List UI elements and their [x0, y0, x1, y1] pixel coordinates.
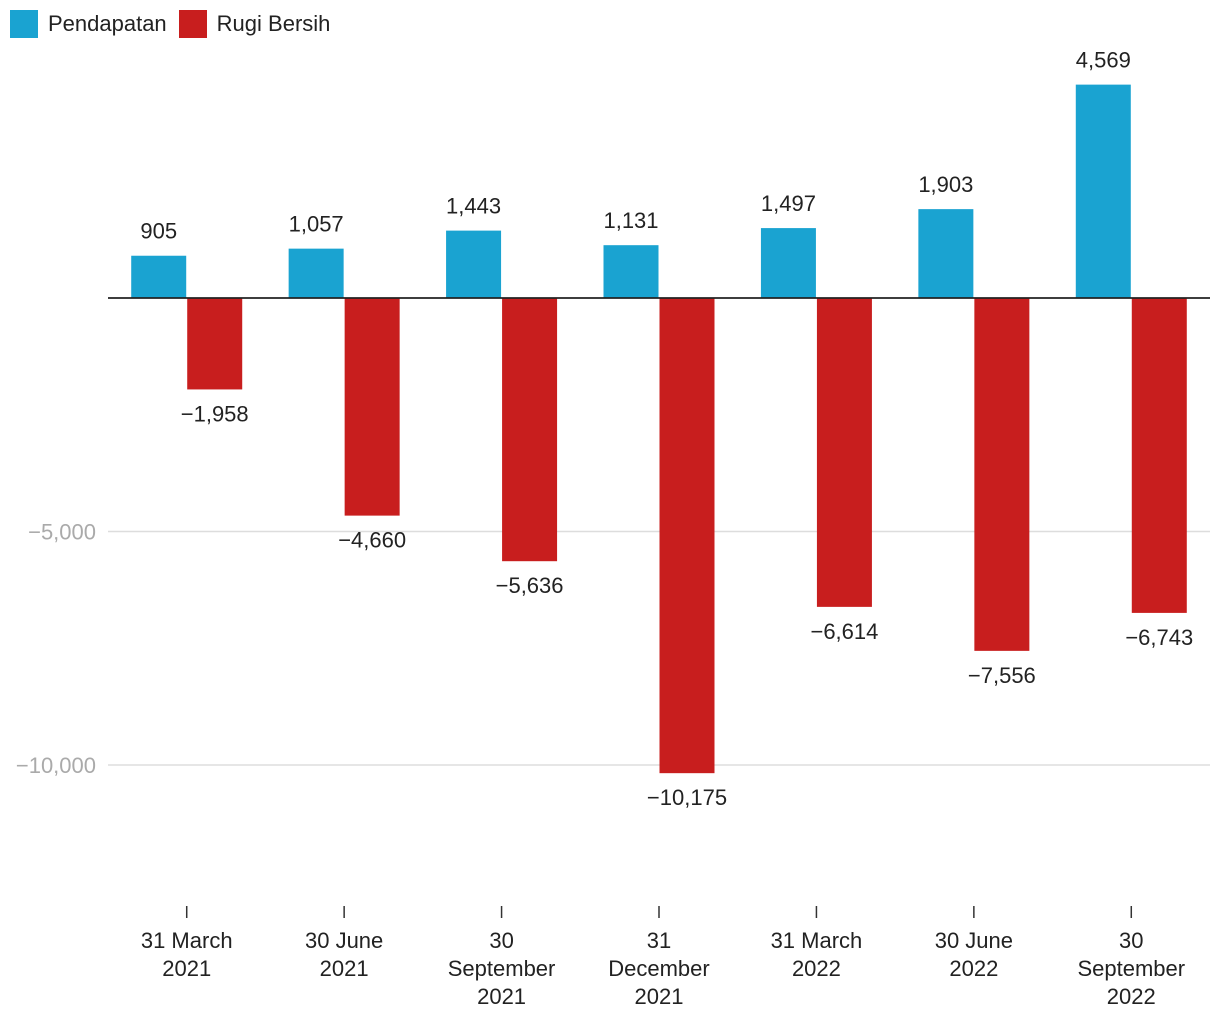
bar-rugi-bersih [974, 298, 1030, 651]
x-category-label: 2021 [320, 956, 369, 981]
data-label: 1,903 [918, 172, 973, 197]
data-label: 1,131 [603, 208, 658, 233]
legend-swatch-rugi-bersih [178, 10, 207, 38]
x-category-label: 2021 [635, 984, 684, 1009]
data-label: 1,057 [289, 212, 344, 237]
bar-pendapatan [918, 209, 974, 298]
bar-pendapatan [603, 245, 659, 298]
bar-rugi-bersih [816, 298, 872, 607]
data-label: 1,497 [761, 191, 816, 216]
bar-rugi-bersih [1131, 298, 1187, 613]
bar-rugi-bersih [187, 298, 243, 390]
legend-label-pendapatan: Pendapatan [48, 11, 167, 36]
data-label: −10,175 [647, 785, 727, 810]
bar-pendapatan [131, 255, 187, 298]
bar-rugi-bersih [659, 298, 715, 774]
bar-pendapatan [760, 228, 816, 298]
legend-label-rugi-bersih: Rugi Bersih [216, 11, 331, 36]
bar-rugi-bersih [502, 298, 558, 562]
bar-pendapatan [446, 230, 502, 298]
bar-rugi-bersih [344, 298, 400, 516]
data-label: 905 [140, 219, 177, 244]
x-category-label: 30 June [305, 928, 383, 953]
data-label: −4,660 [338, 528, 406, 553]
legend-swatch-pendapatan [10, 10, 38, 38]
legend-item-rugi-bersih[interactable]: Rugi Bersih [178, 10, 331, 38]
x-category-label: 2022 [949, 956, 998, 981]
x-category-label: 2021 [162, 956, 211, 981]
x-category-label: December [608, 956, 709, 981]
data-label: −6,743 [1125, 625, 1193, 650]
x-category-label: September [1077, 956, 1185, 981]
bar-pendapatan [1075, 84, 1131, 298]
data-label: −6,614 [810, 619, 878, 644]
x-category-label: 31 March [771, 928, 863, 953]
x-category-label: 2022 [792, 956, 841, 981]
data-label: 4,569 [1076, 48, 1131, 73]
x-category-label: 2021 [477, 984, 526, 1009]
data-label: −7,556 [968, 663, 1036, 688]
y-tick-label: −10,000 [16, 753, 96, 778]
data-label: −5,636 [496, 573, 564, 598]
legend-item-pendapatan[interactable]: Pendapatan [10, 10, 167, 38]
x-category-label: 30 June [935, 928, 1013, 953]
x-category-label: 31 [647, 928, 671, 953]
bar-pendapatan [288, 248, 344, 298]
data-label: 1,443 [446, 194, 501, 219]
x-category-label: 30 [1119, 928, 1143, 953]
x-category-label: 30 [489, 928, 513, 953]
x-category-label: September [448, 956, 556, 981]
x-category-label: 2022 [1107, 984, 1156, 1009]
x-category-label: 31 March [141, 928, 233, 953]
legend: Pendapatan Rugi Bersih [10, 10, 330, 38]
y-tick-label: −5,000 [28, 520, 96, 545]
data-label: −1,958 [181, 401, 249, 426]
